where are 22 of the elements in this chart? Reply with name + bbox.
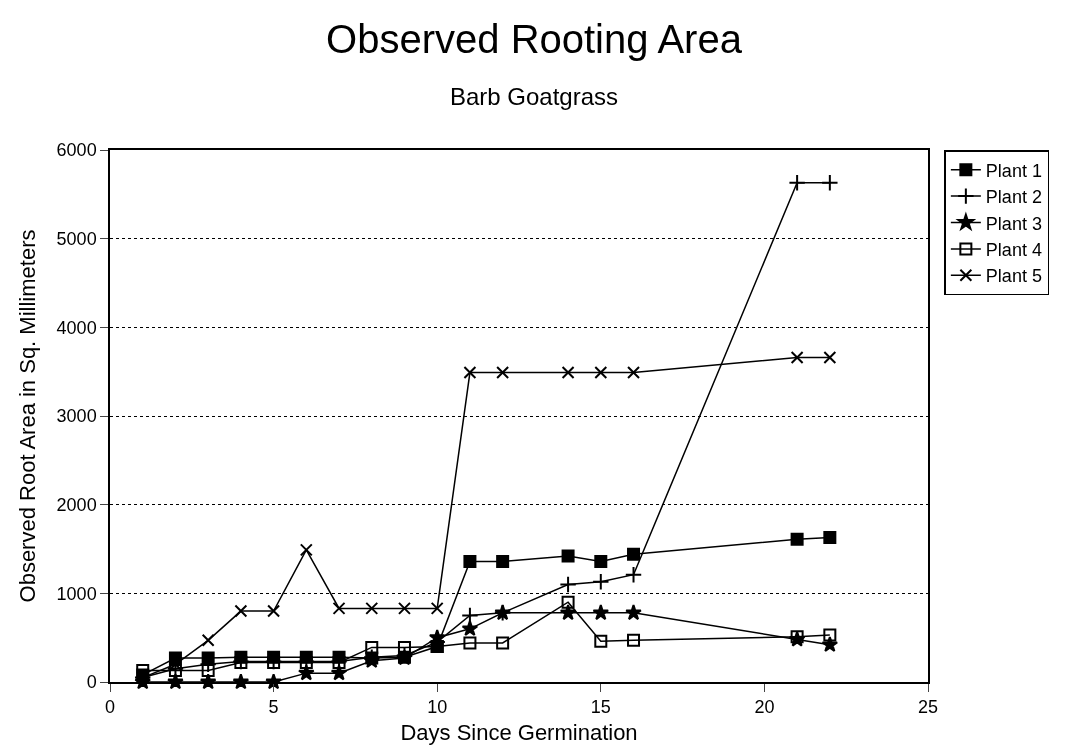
x-tick-label: 5 <box>268 697 279 718</box>
x-tick-label: 0 <box>104 697 116 718</box>
legend-label: Plant 5 <box>985 266 1042 287</box>
chart-title: Observed Rooting Area <box>326 16 743 61</box>
x-tick-label: 15 <box>590 697 611 718</box>
y-tick-label: 3000 <box>56 406 97 427</box>
x-axis-title: Days Since Germination <box>400 719 638 745</box>
y-tick-label: 1000 <box>56 583 97 604</box>
y-tick-label: 6000 <box>56 140 97 161</box>
legend-label: Plant 1 <box>985 160 1042 181</box>
y-tick-label: 2000 <box>56 494 97 515</box>
legend-label: Plant 4 <box>985 239 1042 260</box>
x-tick-label: 20 <box>754 697 775 718</box>
y-tick-label: 0 <box>86 672 97 693</box>
chart-subtitle: Barb Goatgrass <box>449 82 619 110</box>
legend-label: Plant 2 <box>985 187 1042 208</box>
y-tick-label: 4000 <box>56 317 97 338</box>
y-axis-title: Observed Root Area in Sq. Millimeters <box>14 229 40 603</box>
x-tick-label: 25 <box>917 697 939 718</box>
y-tick-label: 5000 <box>56 228 97 249</box>
x-tick-label: 10 <box>427 697 448 718</box>
legend-label: Plant 3 <box>985 213 1042 234</box>
